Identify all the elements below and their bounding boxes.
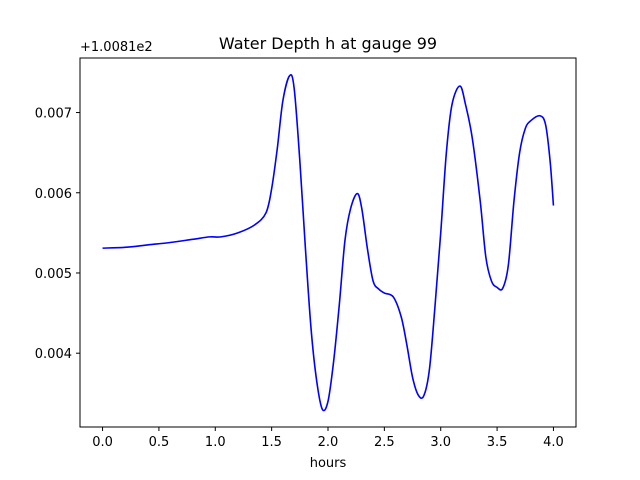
y-axis: 0.004 0.005 0.006 0.007 [35,107,80,362]
y-tick-label: 0.004 [35,347,72,362]
y-tick-label: 0.006 [35,187,72,202]
x-tick-label: 2.0 [318,435,339,450]
plot-area [80,58,576,427]
plot-frame [79,57,577,428]
chart-title: Water Depth h at gauge 99 [219,34,437,53]
x-tick-label: 1.5 [261,435,282,450]
x-tick-label: 1.0 [205,435,226,450]
x-axis-label: hours [310,456,347,471]
y-tick-label: 0.007 [35,107,72,122]
x-tick-label: 0.5 [149,435,170,450]
x-tick-label: 2.5 [374,435,395,450]
series-line-0 [102,74,555,412]
y-axis-offset-label: +1.0081e2 [80,40,153,55]
x-axis: 0.0 0.5 1.0 1.5 2.0 2.5 3.0 3.5 4.0 [92,427,564,450]
y-tick-label: 0.005 [35,267,72,282]
x-tick-label: 0.0 [92,435,113,450]
x-tick-label: 4.0 [543,435,564,450]
x-tick-label: 3.0 [430,435,451,450]
x-tick-label: 3.5 [487,435,508,450]
data-layer [102,74,555,412]
